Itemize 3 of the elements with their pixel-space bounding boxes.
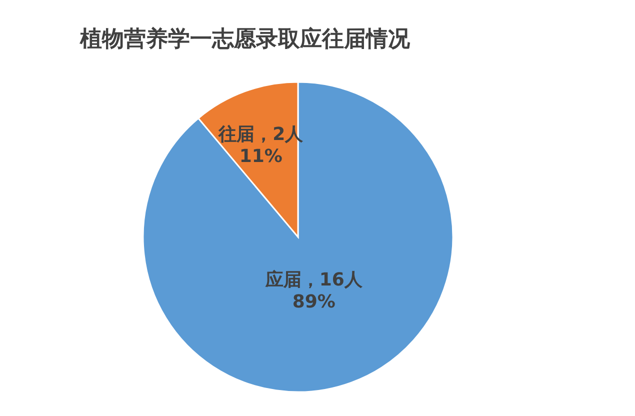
chart-title: 植物营养学一志愿录取应往届情况: [79, 26, 411, 52]
pie-slice: [142, 81, 454, 393]
slice-label: 应届，16人 89%: [264, 270, 364, 313]
